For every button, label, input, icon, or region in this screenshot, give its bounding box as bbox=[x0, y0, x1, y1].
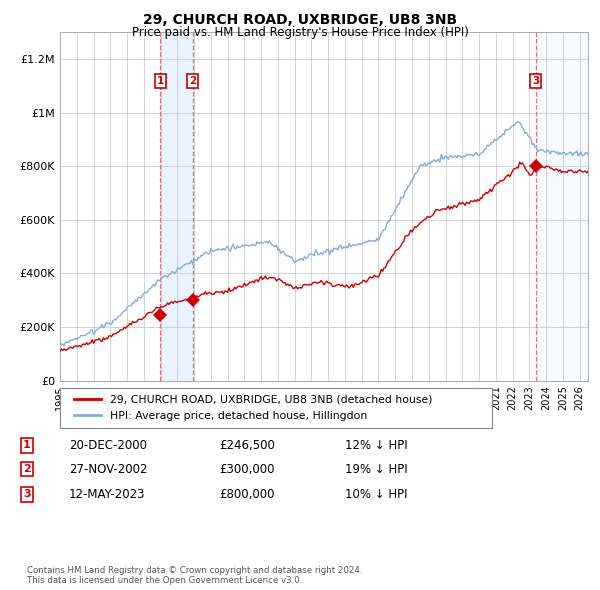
Text: 3: 3 bbox=[532, 76, 539, 86]
Text: 2: 2 bbox=[23, 464, 31, 474]
Text: 3: 3 bbox=[23, 490, 31, 499]
Text: 2: 2 bbox=[189, 76, 196, 86]
Text: 29, CHURCH ROAD, UXBRIDGE, UB8 3NB: 29, CHURCH ROAD, UXBRIDGE, UB8 3NB bbox=[143, 13, 457, 27]
Text: 1: 1 bbox=[157, 76, 164, 86]
Bar bbox=[536, 32, 588, 381]
Text: 1: 1 bbox=[23, 441, 31, 450]
Bar bbox=[160, 32, 193, 381]
Text: 19% ↓ HPI: 19% ↓ HPI bbox=[345, 463, 407, 476]
Text: Price paid vs. HM Land Registry's House Price Index (HPI): Price paid vs. HM Land Registry's House … bbox=[131, 26, 469, 39]
Text: Contains HM Land Registry data © Crown copyright and database right 2024.
This d: Contains HM Land Registry data © Crown c… bbox=[27, 566, 362, 585]
Bar bbox=[536, 32, 588, 381]
Text: 12-MAY-2023: 12-MAY-2023 bbox=[69, 488, 146, 501]
Legend: 29, CHURCH ROAD, UXBRIDGE, UB8 3NB (detached house), HPI: Average price, detache: 29, CHURCH ROAD, UXBRIDGE, UB8 3NB (deta… bbox=[70, 390, 437, 425]
Text: 27-NOV-2002: 27-NOV-2002 bbox=[69, 463, 148, 476]
Text: £300,000: £300,000 bbox=[219, 463, 275, 476]
Text: 12% ↓ HPI: 12% ↓ HPI bbox=[345, 439, 407, 452]
Text: 10% ↓ HPI: 10% ↓ HPI bbox=[345, 488, 407, 501]
Text: 20-DEC-2000: 20-DEC-2000 bbox=[69, 439, 147, 452]
Text: £246,500: £246,500 bbox=[219, 439, 275, 452]
Text: £800,000: £800,000 bbox=[219, 488, 275, 501]
